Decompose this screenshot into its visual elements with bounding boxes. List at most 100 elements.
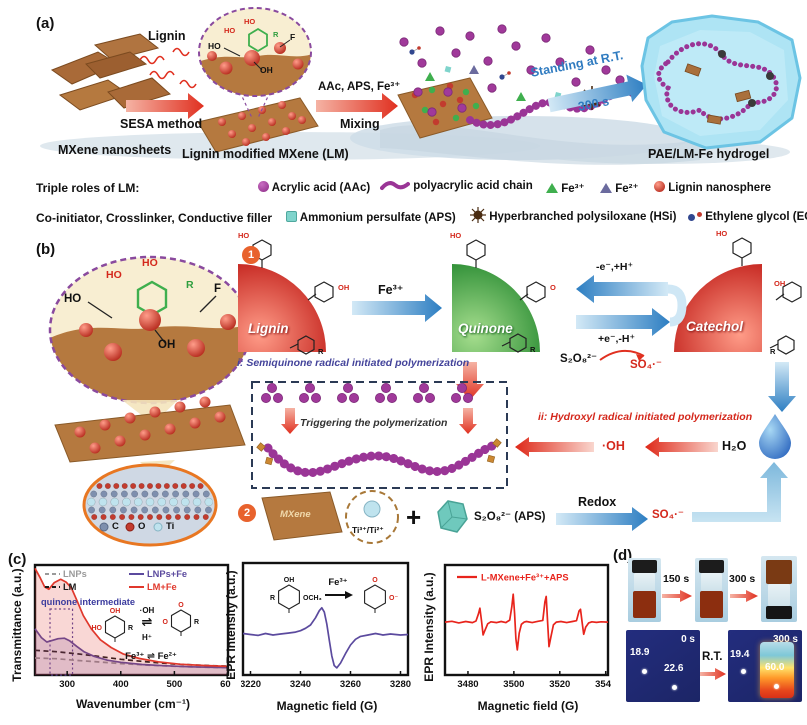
h2o-label: H₂O xyxy=(722,439,747,453)
legend-aps-label: Ammonium persulfate (APS) xyxy=(299,212,456,224)
svg-text:300: 300 xyxy=(59,679,75,690)
s2o8-label: S₂O₈²⁻ xyxy=(560,353,598,365)
svg-text:3240: 3240 xyxy=(290,679,311,690)
quinone-ring-label-0: HO xyxy=(450,231,462,240)
inset-f-label: F xyxy=(290,32,296,42)
legend-fe2: Fe²⁺ xyxy=(600,181,639,195)
atom-o-label: O xyxy=(138,521,146,532)
hydrogel-art xyxy=(640,14,802,150)
vial-glass xyxy=(701,573,722,591)
oh-arrow-1 xyxy=(645,437,718,457)
ring-structures xyxy=(252,237,802,355)
svg-text:3540: 3540 xyxy=(595,679,611,690)
eg-icon-2 xyxy=(697,212,702,217)
svg-text:LNPs: LNPs xyxy=(63,569,87,579)
cycle-bottom-label: +e⁻,-H⁺ xyxy=(598,333,636,345)
rt-arrow xyxy=(700,668,726,680)
oh-arrow-2 xyxy=(515,437,594,457)
aps-icon xyxy=(286,211,297,222)
hydroxyl-caption: ii: Hydroxyl radical initiated polymeriz… xyxy=(538,411,753,423)
b-inset-oh: OH xyxy=(158,339,176,351)
chart2-ylabel: EPR Intensity (a.u.) xyxy=(224,570,238,680)
oh-radical-label: ·OH xyxy=(602,439,625,453)
svg-text:3520: 3520 xyxy=(549,679,570,690)
fe3-arrow xyxy=(352,294,442,322)
vial-photo-300s-inverted xyxy=(761,556,797,622)
legend-row2-title: Co-initiator, Crosslinker, Conductive fi… xyxy=(36,211,273,225)
svg-text:3480: 3480 xyxy=(457,679,478,690)
vial-arrow1-label: 150 s xyxy=(663,573,690,585)
redox-arrow xyxy=(556,507,648,531)
panel-c-label: (c) xyxy=(8,551,27,568)
paa-chain-icon xyxy=(380,181,410,190)
svg-text:L-MXene+Fe³⁺+APS: L-MXene+Fe³⁺+APS xyxy=(481,573,569,583)
b-inset-ho-red1: HO xyxy=(106,269,122,281)
legend-eg: Ethylene glycol (EG) xyxy=(688,211,807,223)
so4-top-label: SO₄·⁻ xyxy=(630,359,662,371)
chart-epr-semiquinone: 3220 3240 3260 3280 R OH OCH₃ O O⁻ Fe³⁺ xyxy=(241,561,411,690)
catechol-disc xyxy=(674,264,762,352)
chart3-xlabel: Magnetic field (G) xyxy=(477,699,579,713)
hsi-icon xyxy=(470,207,486,223)
lm-sheet-art xyxy=(197,91,319,153)
semiquinone-caption: i: Semiquinone radical initiated polymer… xyxy=(237,357,470,369)
svg-text:3280: 3280 xyxy=(390,679,411,690)
inset-ho-top-label: HO xyxy=(244,17,256,26)
svg-text:3220: 3220 xyxy=(241,679,261,690)
water-droplet xyxy=(759,414,791,459)
thermal-right-v2: 60.0 xyxy=(765,662,785,673)
thermal-left-spot1 xyxy=(642,669,647,674)
quinone-ring-label-2: R xyxy=(530,345,536,354)
atom-ti-label: Ti xyxy=(166,521,175,532)
svg-text:3500: 3500 xyxy=(503,679,524,690)
svg-text:R: R xyxy=(194,619,199,626)
step-2-badge: 2 xyxy=(238,504,256,522)
vial-photo-150s xyxy=(695,558,728,622)
inset-r-label: R xyxy=(273,30,279,39)
svg-text:500: 500 xyxy=(166,679,182,690)
svg-text:LM+Fe: LM+Fe xyxy=(147,582,177,592)
svg-text:400: 400 xyxy=(113,679,129,690)
b-inset-r: R xyxy=(186,279,194,291)
svg-text:HO: HO xyxy=(92,625,103,632)
svg-text:O: O xyxy=(163,619,169,626)
legend-lignin-ns-label: Lignin nanosphere xyxy=(668,182,772,194)
vial-cap xyxy=(632,560,657,573)
legend-hsi: Hyperbranched polysiloxane (HSi) xyxy=(470,207,676,226)
mixing-scene-art xyxy=(397,24,637,139)
rt-label: R.T. xyxy=(702,651,723,663)
svg-text:600: 600 xyxy=(220,679,231,690)
polymer-chain xyxy=(263,441,497,478)
fe2-icon xyxy=(600,183,612,193)
cycle-band xyxy=(667,284,687,327)
hydrogel-caption: PAE/LM-Fe hydrogel xyxy=(648,147,770,161)
lm-caption: Lignin modified MXene (LM) xyxy=(182,147,349,161)
panel-a-label: (a) xyxy=(36,15,55,32)
thermal-left-v1: 18.9 xyxy=(630,647,650,658)
svg-text:H⁺: H⁺ xyxy=(142,633,152,642)
mixing-arrow xyxy=(316,93,398,119)
quinone-ring-label-1: O xyxy=(550,283,556,292)
legend-aac-label: Acrylic acid (AAc) xyxy=(271,182,371,194)
panel-b-sheet-art xyxy=(54,396,246,478)
s2o8-curved-arrow xyxy=(599,349,645,361)
legend-fe2-label: Fe²⁺ xyxy=(615,183,639,195)
vial-arrow2-label: 300 s xyxy=(729,573,756,585)
lignin-disc xyxy=(238,264,326,352)
panel-d-label: (d) xyxy=(613,547,633,564)
mxene-caption: MXene nanosheets xyxy=(58,143,172,157)
legend-fe3: Fe³⁺ xyxy=(546,181,585,195)
svg-text:O⁻: O⁻ xyxy=(389,595,398,602)
vial-liquid xyxy=(700,591,723,618)
chart-transmittance: 300 400 500 600 LNPs LM LNPs+Fe LM+Fe quinone in… xyxy=(33,563,231,690)
chart2-xlabel: Magnetic field (G) xyxy=(276,699,378,713)
thermal-left-v2: 22.6 xyxy=(664,663,684,674)
plus-sign: + xyxy=(406,502,422,532)
cycle-top-label: -e⁻,+H⁺ xyxy=(596,261,634,273)
chart1-xlabel: Wavenumber (cm⁻¹) xyxy=(76,697,190,711)
polymerization-box xyxy=(251,381,508,489)
chart-epr-quartet: 3480 3500 3520 3540 L-MXene+Fe³⁺+APS xyxy=(443,563,611,690)
svg-text:O: O xyxy=(372,577,378,584)
b-inset-ho-red2: HO xyxy=(142,257,158,269)
